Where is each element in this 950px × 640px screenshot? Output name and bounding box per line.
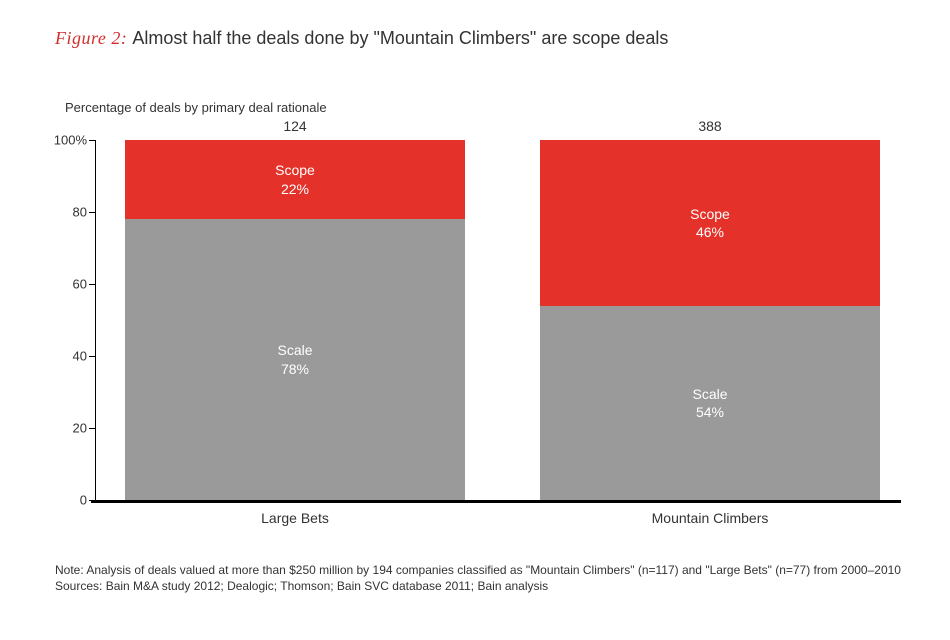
y-tick [89, 428, 95, 429]
segment-pct: 22% [281, 180, 309, 198]
y-tick-label: 0 [80, 493, 87, 508]
x-axis-label: Large Bets [125, 510, 465, 526]
y-tick-label: 60 [73, 277, 87, 292]
y-tick [89, 212, 95, 213]
figure-label: Figure 2: [55, 28, 127, 48]
y-tick-label: 100% [54, 133, 87, 148]
y-tick [89, 284, 95, 285]
bar-segment-scale: Scale78% [125, 219, 465, 500]
bar-segment-scope: Scope46% [540, 140, 880, 306]
x-axis-line [91, 500, 901, 503]
figure-title: Figure 2: Almost half the deals done by … [55, 28, 668, 49]
segment-pct: 46% [696, 223, 724, 241]
segment-name: Scale [277, 341, 312, 359]
y-tick-label: 40 [73, 349, 87, 364]
y-tick [89, 140, 95, 141]
figure-caption: Almost half the deals done by "Mountain … [132, 28, 668, 48]
y-tick-label: 80 [73, 205, 87, 220]
note-text: Note: Analysis of deals valued at more t… [55, 562, 901, 579]
bar-group: 388Scope46%Scale54%Mountain Climbers [540, 140, 880, 500]
y-axis-line [95, 140, 96, 500]
bar-segment-scale: Scale54% [540, 306, 880, 500]
chart-area: 020406080100% 124Scope22%Scale78%Large B… [95, 140, 895, 500]
segment-name: Scale [692, 385, 727, 403]
segment-name: Scope [275, 161, 315, 179]
y-tick-label: 20 [73, 421, 87, 436]
y-tick [89, 356, 95, 357]
y-axis: 020406080100% [50, 140, 95, 500]
segment-pct: 78% [281, 360, 309, 378]
bar-total-label: 388 [540, 118, 880, 134]
x-axis-label: Mountain Climbers [540, 510, 880, 526]
chart-subtitle: Percentage of deals by primary deal rati… [65, 100, 327, 115]
y-tick [89, 500, 95, 501]
segment-pct: 54% [696, 403, 724, 421]
segment-name: Scope [690, 205, 730, 223]
bar-segment-scope: Scope22% [125, 140, 465, 219]
sources-text: Sources: Bain M&A study 2012; Dealogic; … [55, 578, 548, 595]
bar-total-label: 124 [125, 118, 465, 134]
bar-group: 124Scope22%Scale78%Large Bets [125, 140, 465, 500]
